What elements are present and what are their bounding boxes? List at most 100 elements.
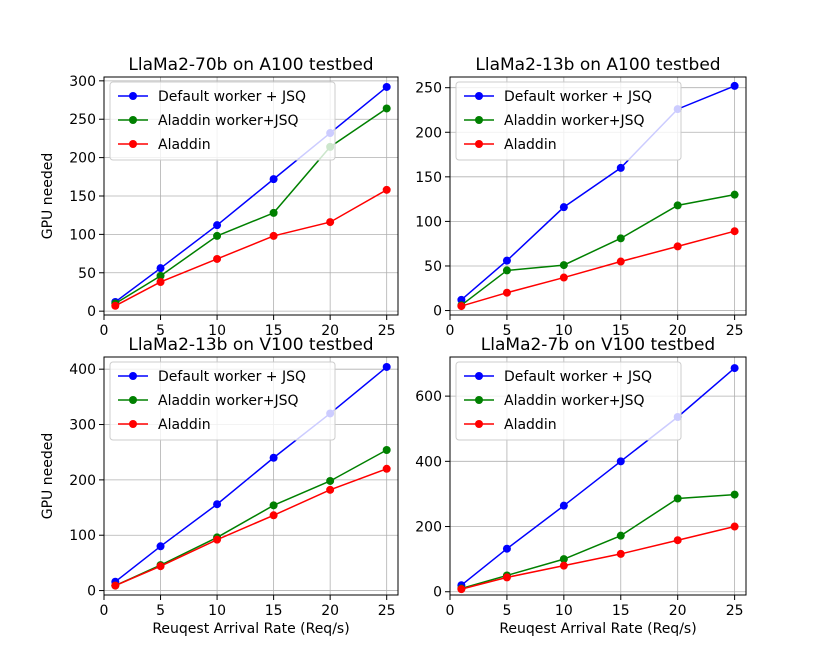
plot-frame bbox=[103, 356, 399, 596]
legend-label: Aladdin worker+JSQ bbox=[158, 393, 299, 409]
data-point-aladdin-worker-jsq bbox=[559, 261, 568, 270]
data-point-aladdin bbox=[326, 218, 335, 227]
data-point-default-worker-jsq bbox=[559, 203, 568, 212]
series-line-aladdin bbox=[115, 468, 387, 587]
data-point-aladdin bbox=[616, 257, 625, 266]
x-tick-label: 20 bbox=[321, 323, 339, 339]
y-tick-label: 50 bbox=[78, 266, 96, 282]
series-line-default-worker-jsq bbox=[114, 86, 388, 303]
data-point-aladdin-worker-jsq bbox=[269, 501, 278, 510]
x-axis-label: Reuqest Arrival Rate (Req/s) bbox=[152, 621, 349, 637]
data-point-aladdin bbox=[269, 231, 278, 240]
data-point-default-worker-jsq bbox=[156, 264, 165, 273]
legend-box bbox=[109, 361, 336, 441]
y-tick-label: 200 bbox=[415, 520, 442, 536]
x-tick-label: 0 bbox=[446, 323, 455, 339]
x-tick-label: 5 bbox=[502, 323, 511, 339]
plot-frame bbox=[449, 76, 747, 316]
legend-marker-aladdin-worker-jsq bbox=[129, 116, 137, 124]
y-tick-label: 150 bbox=[415, 170, 442, 186]
data-point-aladdin bbox=[730, 522, 739, 531]
x-tick-label: 15 bbox=[612, 603, 630, 619]
x-tick-label: 20 bbox=[669, 323, 687, 339]
chart-llama2-13b-v100: 0 5 10 15 20 25 0 100 200 300 400 LlaMa2-13b on V10… bbox=[40, 335, 399, 637]
data-point-aladdin-worker-jsq bbox=[213, 231, 222, 240]
data-point-default-worker-jsq bbox=[730, 81, 739, 90]
legend-marker-aladdin-worker-jsq bbox=[129, 396, 137, 404]
legend-label: Default worker + JSQ bbox=[158, 369, 306, 385]
data-point-aladdin bbox=[269, 511, 278, 520]
y-tick-label: 0 bbox=[87, 304, 96, 320]
y-tick-label: 400 bbox=[69, 362, 96, 378]
data-point-aladdin bbox=[502, 573, 511, 582]
chart-title: LlaMa2-13b on A100 testbed bbox=[475, 55, 720, 75]
legend-label: Aladdin worker+JSQ bbox=[504, 393, 645, 409]
x-tick-label: 0 bbox=[100, 603, 109, 619]
data-point-aladdin bbox=[213, 254, 222, 263]
data-point-aladdin-worker-jsq bbox=[673, 494, 682, 503]
y-tick-label: 200 bbox=[69, 151, 96, 167]
data-point-aladdin-worker-jsq bbox=[730, 190, 739, 199]
x-tick-label: 25 bbox=[726, 323, 744, 339]
x-tick-label: 10 bbox=[208, 323, 226, 339]
x-tick-label: 0 bbox=[446, 603, 455, 619]
data-point-aladdin bbox=[326, 485, 335, 494]
data-point-aladdin bbox=[111, 581, 120, 590]
legend-label: Aladdin bbox=[504, 417, 557, 433]
x-tick-label: 15 bbox=[265, 603, 283, 619]
data-point-aladdin-worker-jsq bbox=[382, 445, 391, 454]
y-tick-label: 250 bbox=[415, 81, 442, 97]
data-point-aladdin bbox=[457, 585, 466, 594]
x-axis-label: Reuqest Arrival Rate (Req/s) bbox=[499, 621, 696, 637]
data-point-default-worker-jsq bbox=[559, 501, 568, 510]
y-tick-label: 200 bbox=[415, 125, 442, 141]
legend-marker-aladdin bbox=[475, 420, 483, 428]
data-point-default-worker-jsq bbox=[156, 542, 165, 551]
data-point-default-worker-jsq bbox=[730, 364, 739, 373]
y-axis-label: GPU needed bbox=[40, 153, 56, 239]
data-point-aladdin bbox=[156, 277, 165, 286]
data-point-aladdin bbox=[382, 185, 391, 194]
series-line-aladdin-worker-jsq bbox=[114, 449, 388, 587]
y-tick-label: 0 bbox=[433, 585, 442, 601]
x-tick-label: 20 bbox=[669, 603, 687, 619]
chart-title: LlaMa2-70b on A100 testbed bbox=[128, 55, 373, 75]
legend-box bbox=[109, 81, 336, 161]
data-point-aladdin bbox=[213, 535, 222, 544]
series-line-aladdin-worker-jsq bbox=[460, 193, 735, 306]
series-line-default-worker-jsq bbox=[114, 366, 388, 583]
x-tick-label: 10 bbox=[555, 603, 573, 619]
x-tick-label: 15 bbox=[265, 323, 283, 339]
y-tick-label: 0 bbox=[433, 304, 442, 320]
legend-label: Default worker + JSQ bbox=[504, 369, 652, 385]
series-line-default-worker-jsq bbox=[460, 367, 736, 586]
x-tick-label: 25 bbox=[378, 323, 396, 339]
legend-label: Default worker + JSQ bbox=[504, 89, 652, 105]
x-tick-label: 5 bbox=[502, 603, 511, 619]
plot-frame bbox=[449, 356, 747, 596]
legend-label: Aladdin worker+JSQ bbox=[504, 113, 645, 129]
data-point-aladdin-worker-jsq bbox=[502, 266, 511, 275]
data-point-default-worker-jsq bbox=[502, 544, 511, 553]
legend-label: Default worker + JSQ bbox=[158, 89, 306, 105]
data-point-default-worker-jsq bbox=[269, 175, 278, 184]
data-point-aladdin-worker-jsq bbox=[730, 490, 739, 499]
data-point-aladdin bbox=[457, 302, 466, 311]
chart-llama2-7b-v100: 0 5 10 15 20 25 0 200 400 600 LlaMa2-7b on V100 te… bbox=[415, 335, 747, 637]
legend-label: Aladdin worker+JSQ bbox=[158, 113, 299, 129]
data-point-aladdin bbox=[382, 464, 391, 473]
legend-marker-default-worker-jsq bbox=[475, 372, 483, 380]
data-point-aladdin bbox=[111, 301, 120, 310]
data-point-default-worker-jsq bbox=[382, 362, 391, 371]
data-point-aladdin-worker-jsq bbox=[269, 208, 278, 217]
y-tick-label: 400 bbox=[415, 454, 442, 470]
data-point-default-worker-jsq bbox=[213, 221, 222, 230]
legend-marker-default-worker-jsq bbox=[129, 92, 137, 100]
data-point-aladdin bbox=[673, 242, 682, 251]
data-point-aladdin-worker-jsq bbox=[673, 201, 682, 210]
series-line-default-worker-jsq bbox=[460, 85, 735, 301]
x-tick-label: 10 bbox=[555, 323, 573, 339]
